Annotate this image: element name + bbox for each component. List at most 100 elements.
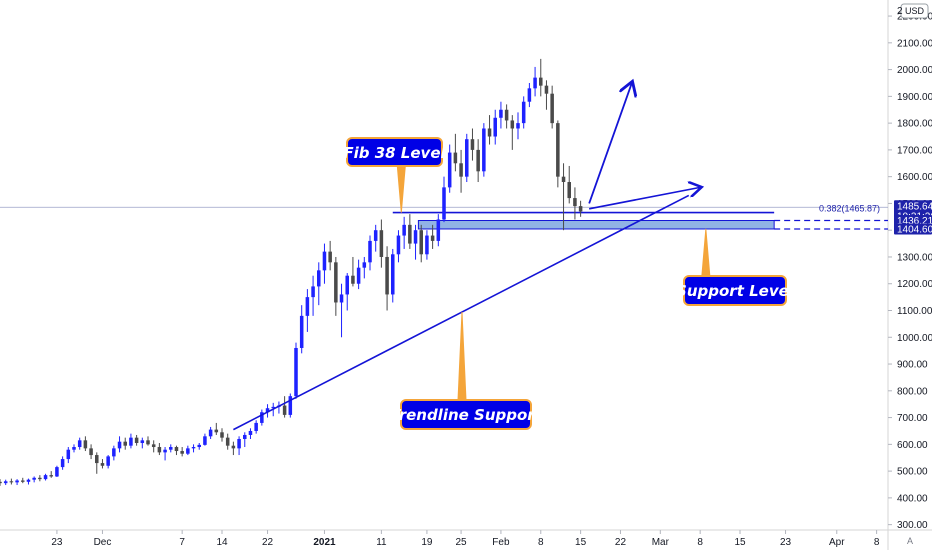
candle[interactable]: [533, 66, 537, 97]
candle[interactable]: [288, 393, 293, 418]
price-axis[interactable]: 2200.002100.002000.001900.001800.001700.…: [888, 12, 932, 532]
candle[interactable]: [95, 452, 99, 474]
candle[interactable]: [516, 112, 520, 140]
candle[interactable]: [231, 441, 236, 456]
candle[interactable]: [140, 437, 145, 449]
candle[interactable]: [55, 465, 59, 477]
candle[interactable]: [180, 447, 184, 457]
candle[interactable]: [225, 433, 230, 450]
candle[interactable]: [317, 262, 321, 306]
candle[interactable]: [493, 109, 497, 145]
candle[interactable]: [237, 436, 241, 456]
candle[interactable]: [169, 444, 173, 453]
candle[interactable]: [265, 404, 270, 418]
candle[interactable]: [112, 445, 116, 461]
candle[interactable]: [203, 433, 207, 446]
candle[interactable]: [117, 436, 122, 453]
candle[interactable]: [402, 216, 406, 249]
candle[interactable]: [544, 80, 549, 110]
candle[interactable]: [373, 224, 378, 252]
candle[interactable]: [567, 165, 571, 204]
candle[interactable]: [72, 444, 76, 453]
candle[interactable]: [208, 426, 213, 439]
candle[interactable]: [186, 445, 190, 456]
candle[interactable]: [527, 82, 532, 108]
candle[interactable]: [550, 85, 554, 129]
candle[interactable]: [447, 144, 452, 193]
price-tag-zone-top[interactable]: 1436.21: [894, 215, 932, 227]
candle[interactable]: [191, 444, 196, 453]
candle[interactable]: [299, 305, 304, 354]
candle[interactable]: [151, 440, 156, 453]
candle[interactable]: [578, 200, 583, 217]
candle[interactable]: [476, 139, 480, 183]
candle[interactable]: [243, 432, 247, 448]
candle[interactable]: [163, 447, 167, 461]
candle[interactable]: [436, 214, 441, 247]
candle[interactable]: [134, 434, 139, 446]
projection-arrow-up[interactable]: [588, 83, 632, 204]
candle[interactable]: [89, 444, 93, 460]
candle[interactable]: [413, 224, 418, 260]
candle[interactable]: [3, 479, 8, 486]
candle[interactable]: [21, 477, 25, 484]
candle[interactable]: [254, 420, 258, 434]
callout-support[interactable]: Support Level: [676, 228, 795, 306]
time-axis[interactable]: 23 Dec 7 14 22 2021 11 19 25 Feb 8 15 22 Mar 8 15 23 Apr 8: [51, 530, 880, 548]
candle[interactable]: [322, 243, 327, 284]
candle[interactable]: [248, 428, 253, 439]
candle[interactable]: [573, 187, 577, 220]
candle[interactable]: [77, 437, 82, 450]
candle[interactable]: [510, 115, 515, 150]
projection-arrow-trend[interactable]: [589, 187, 700, 210]
support-zone[interactable]: [417, 220, 775, 230]
candle[interactable]: [561, 163, 566, 231]
candle[interactable]: [174, 445, 179, 456]
candle[interactable]: [453, 133, 458, 172]
candle[interactable]: [26, 478, 31, 485]
candle[interactable]: [49, 471, 53, 478]
candle[interactable]: [334, 256, 338, 316]
trendline-support[interactable]: [233, 194, 690, 431]
candle[interactable]: [66, 447, 71, 464]
candle[interactable]: [391, 248, 395, 303]
callout-trendline[interactable]: Trendline Support: [390, 312, 543, 430]
candle[interactable]: [43, 473, 48, 481]
candle[interactable]: [260, 409, 264, 426]
candle[interactable]: [470, 128, 475, 161]
candle[interactable]: [123, 437, 127, 450]
candle[interactable]: [419, 224, 423, 263]
candle[interactable]: [487, 115, 492, 145]
candle[interactable]: [157, 443, 162, 456]
candle[interactable]: [379, 219, 384, 268]
candle[interactable]: [214, 422, 219, 435]
candle[interactable]: [305, 289, 310, 332]
callout-fib[interactable]: Fib 38 Level: [343, 137, 446, 213]
candle[interactable]: [32, 476, 36, 483]
candle[interactable]: [197, 443, 201, 450]
auto-scale-button[interactable]: A: [907, 536, 913, 546]
candle[interactable]: [9, 478, 14, 485]
candle[interactable]: [368, 235, 372, 271]
candle[interactable]: [442, 176, 446, 223]
candle[interactable]: [539, 58, 543, 97]
candle[interactable]: [362, 256, 367, 279]
currency-badge[interactable]: USD: [900, 3, 929, 19]
candle[interactable]: [220, 428, 224, 442]
candle[interactable]: [499, 101, 503, 129]
candle[interactable]: [146, 436, 150, 446]
candle[interactable]: [351, 256, 355, 287]
candle[interactable]: [328, 240, 332, 271]
candle[interactable]: [60, 456, 65, 470]
candle[interactable]: [294, 342, 298, 399]
candle[interactable]: [339, 283, 344, 338]
candle[interactable]: [521, 96, 526, 129]
candle[interactable]: [385, 246, 389, 311]
candle[interactable]: [38, 475, 42, 482]
candle[interactable]: [556, 120, 560, 188]
candle[interactable]: [459, 149, 463, 193]
candle[interactable]: [345, 273, 349, 311]
candle[interactable]: [106, 455, 110, 469]
candle[interactable]: [0, 479, 2, 486]
